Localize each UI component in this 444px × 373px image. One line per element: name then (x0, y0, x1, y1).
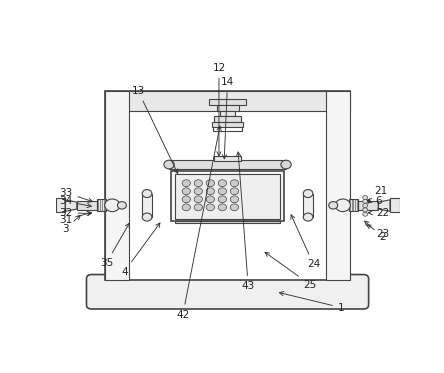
Bar (175, 220, 280, 223)
Circle shape (182, 196, 190, 203)
Circle shape (105, 199, 120, 211)
Text: 22: 22 (368, 208, 389, 218)
Circle shape (363, 212, 368, 216)
Text: 12: 12 (212, 63, 226, 156)
Circle shape (363, 208, 368, 212)
Text: 34: 34 (59, 196, 91, 207)
Bar (357, 201, 378, 210)
Circle shape (142, 189, 152, 198)
Circle shape (218, 188, 226, 195)
Circle shape (117, 201, 127, 209)
Bar (56, 198, 65, 213)
Text: 33: 33 (59, 188, 92, 202)
Circle shape (218, 180, 226, 186)
Bar (97, 199, 107, 211)
Circle shape (230, 180, 238, 186)
Circle shape (194, 180, 202, 186)
Circle shape (363, 199, 368, 203)
Text: 24: 24 (291, 215, 320, 269)
Polygon shape (378, 200, 390, 211)
Circle shape (281, 160, 291, 169)
Text: 6: 6 (367, 196, 382, 206)
Text: 1: 1 (279, 292, 345, 313)
Circle shape (194, 188, 202, 195)
Text: 32: 32 (59, 208, 91, 218)
Bar (209, 99, 246, 105)
Text: 13: 13 (131, 86, 178, 173)
Circle shape (303, 213, 313, 221)
Circle shape (303, 189, 313, 198)
Bar (175, 174, 280, 219)
Text: 21: 21 (368, 186, 387, 203)
Circle shape (329, 201, 338, 209)
Bar (303, 194, 313, 217)
Bar (77, 201, 98, 210)
Text: 14: 14 (221, 77, 234, 159)
Text: 35: 35 (100, 223, 129, 268)
Bar (217, 105, 238, 112)
Circle shape (206, 188, 214, 195)
Circle shape (218, 196, 226, 203)
Circle shape (164, 160, 174, 169)
Circle shape (363, 195, 368, 200)
Bar (105, 91, 130, 280)
Bar (220, 111, 235, 116)
Text: 42: 42 (176, 126, 221, 320)
Circle shape (206, 196, 214, 203)
Circle shape (363, 204, 368, 208)
Bar (169, 160, 286, 169)
Circle shape (194, 196, 202, 203)
Text: 43: 43 (236, 152, 255, 291)
Text: 2: 2 (365, 221, 386, 242)
Circle shape (194, 204, 202, 211)
Text: 23: 23 (367, 225, 389, 239)
Bar (171, 171, 284, 222)
Bar (212, 122, 243, 127)
Circle shape (335, 199, 350, 211)
Text: 4: 4 (121, 223, 160, 277)
FancyBboxPatch shape (87, 275, 369, 309)
Circle shape (206, 180, 214, 186)
Circle shape (230, 188, 238, 195)
Polygon shape (65, 200, 77, 211)
Bar (105, 91, 350, 111)
Circle shape (182, 180, 190, 186)
Text: 31: 31 (59, 211, 91, 225)
Circle shape (206, 204, 214, 211)
Bar (142, 194, 152, 217)
Text: 3: 3 (63, 215, 80, 233)
Circle shape (182, 204, 190, 211)
Bar (214, 156, 242, 161)
Circle shape (182, 188, 190, 195)
Circle shape (142, 213, 152, 221)
Circle shape (230, 196, 238, 203)
Bar (325, 91, 350, 280)
Circle shape (230, 204, 238, 211)
Bar (214, 116, 241, 122)
Bar (390, 198, 400, 213)
Bar (105, 91, 350, 280)
Circle shape (218, 204, 226, 211)
Bar (349, 199, 358, 211)
Text: 25: 25 (265, 252, 317, 289)
